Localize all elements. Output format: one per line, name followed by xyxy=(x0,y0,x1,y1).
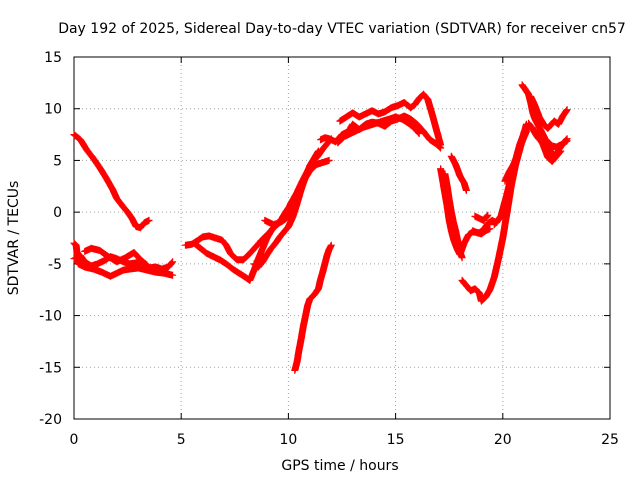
y-axis-label: SDTVAR / TECUs xyxy=(6,181,22,296)
series-sat-track-12 xyxy=(334,113,423,147)
series-sat-track-20 xyxy=(501,128,530,185)
data-points-sat-track-1 xyxy=(70,131,153,232)
x-tick-label: 15 xyxy=(387,432,405,448)
y-tick-label: -20 xyxy=(39,412,62,428)
data-points-sat-track-7 xyxy=(250,147,322,271)
series-sat-track-4 xyxy=(81,244,151,269)
x-tick-label: 10 xyxy=(279,432,297,448)
data-points-sat-track-9 xyxy=(291,241,335,374)
y-tick-label: 10 xyxy=(44,102,62,118)
plot-area-frame xyxy=(73,56,611,420)
series-sat-track-24 xyxy=(531,126,565,165)
y-tick-label: -10 xyxy=(39,309,62,325)
series-sat-track-18 xyxy=(471,211,492,224)
series-sat-track-7 xyxy=(250,147,322,271)
series-sat-track-17 xyxy=(469,225,494,238)
series-sat-track-8 xyxy=(261,206,299,229)
data-points-sat-track-11 xyxy=(336,90,445,149)
x-tick-label: 0 xyxy=(70,432,79,448)
data-points-sat-track-20 xyxy=(501,128,530,185)
series-sat-track-9 xyxy=(291,241,335,374)
y-tick-label: 15 xyxy=(44,50,62,66)
series-sat-track-23 xyxy=(527,92,571,132)
data-points-sat-track-12 xyxy=(334,113,423,147)
data-points-sat-track-23 xyxy=(527,92,571,132)
y-tick-label: 5 xyxy=(53,153,62,169)
series-sat-track-15 xyxy=(447,152,470,194)
y-tick-label: 0 xyxy=(53,205,62,221)
data-points-sat-track-15 xyxy=(447,152,470,194)
data-points-sat-track-4 xyxy=(81,244,151,269)
series-sat-track-14 xyxy=(441,170,466,262)
data-points-sat-track-3 xyxy=(70,239,177,280)
x-axis-label: GPS time / hours xyxy=(281,458,398,474)
axis-ticks: 0 5 10 15 20 25 15 10 5 0 -5 -10 -15 -20 xyxy=(39,50,619,448)
x-tick-label: 5 xyxy=(177,432,186,448)
data-points-sat-track-24 xyxy=(531,126,565,165)
y-tick-label: -5 xyxy=(48,257,62,273)
data-points-sat-track-8 xyxy=(261,206,299,229)
data-points-sat-track-14 xyxy=(441,170,466,262)
series-sat-track-1 xyxy=(70,131,153,232)
data-points-sat-track-17 xyxy=(469,225,494,238)
data-points-sat-track-18 xyxy=(471,211,492,224)
x-tick-label: 20 xyxy=(494,432,512,448)
data-series xyxy=(70,81,571,374)
x-tick-label: 25 xyxy=(601,432,619,448)
series-sat-track-11 xyxy=(336,90,445,149)
chart-title: Day 192 of 2025, Sidereal Day-to-day VTE… xyxy=(58,21,626,37)
y-tick-label: -15 xyxy=(39,360,62,376)
series-sat-track-3 xyxy=(70,239,177,280)
